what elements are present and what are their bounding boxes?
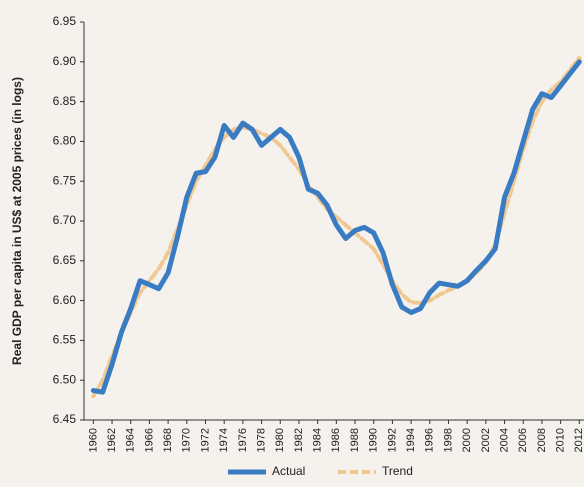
x-tick-label: 1976 bbox=[237, 428, 249, 452]
x-tick-label: 1974 bbox=[218, 428, 230, 452]
y-tick-label: 6.80 bbox=[53, 134, 77, 148]
x-tick-label: 1980 bbox=[274, 428, 286, 452]
y-tick-label: 6.90 bbox=[53, 54, 77, 68]
y-tick-label: 6.60 bbox=[53, 293, 77, 307]
y-tick-label: 6.55 bbox=[53, 333, 77, 347]
y-tick-label: 6.85 bbox=[53, 94, 77, 108]
x-tick-label: 1984 bbox=[312, 428, 324, 452]
y-axis-label: Real GDP per capita in US$ at 2005 price… bbox=[10, 77, 24, 365]
x-tick-label: 2010 bbox=[555, 428, 567, 452]
x-tick-label: 1978 bbox=[255, 428, 267, 452]
x-tick-label: 2006 bbox=[517, 428, 529, 452]
x-tick-label: 1968 bbox=[162, 428, 174, 452]
x-tick-label: 2002 bbox=[480, 428, 492, 452]
x-tick-label: 2008 bbox=[536, 428, 548, 452]
x-tick-label: 1972 bbox=[199, 428, 211, 452]
x-tick-label: 1962 bbox=[106, 428, 118, 452]
legend-label: Actual bbox=[272, 464, 305, 478]
x-tick-label: 1998 bbox=[442, 428, 454, 452]
x-tick-label: 1992 bbox=[386, 428, 398, 452]
y-tick-label: 6.75 bbox=[53, 173, 77, 187]
x-tick-label: 2000 bbox=[461, 428, 473, 452]
legend-label: Trend bbox=[382, 464, 413, 478]
y-tick-label: 6.45 bbox=[53, 412, 77, 426]
series-line bbox=[90, 59, 582, 395]
x-tick-label: 1988 bbox=[349, 428, 361, 452]
x-tick-label: 1986 bbox=[330, 428, 342, 452]
x-tick-label: 1996 bbox=[424, 428, 436, 452]
x-tick-label: 1970 bbox=[181, 428, 193, 452]
x-tick-label: 2012 bbox=[573, 428, 584, 452]
y-tick-label: 6.70 bbox=[53, 213, 77, 227]
y-tick-label: 6.65 bbox=[53, 253, 77, 267]
x-tick-label: 1966 bbox=[143, 428, 155, 452]
x-tick-label: 1994 bbox=[405, 428, 417, 452]
y-tick-label: 6.50 bbox=[53, 372, 77, 386]
x-tick-label: 1982 bbox=[293, 428, 305, 452]
y-tick-label: 6.95 bbox=[53, 14, 77, 28]
x-tick-label: 1990 bbox=[368, 428, 380, 452]
x-tick-label: 1964 bbox=[125, 428, 137, 452]
x-tick-label: 1960 bbox=[87, 428, 99, 452]
x-tick-label: 2004 bbox=[498, 428, 510, 452]
